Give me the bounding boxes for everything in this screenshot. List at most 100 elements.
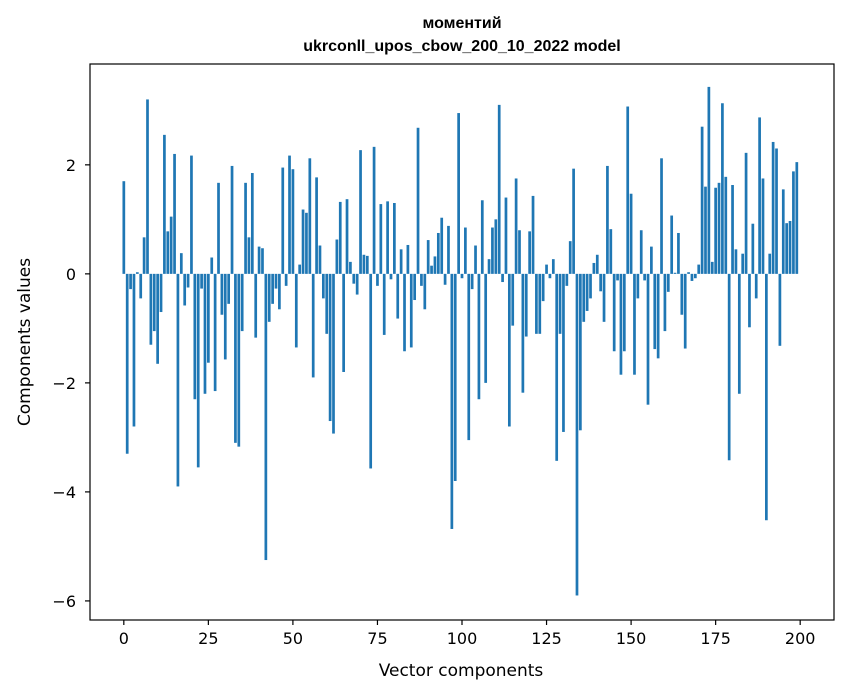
bar-component-167 (687, 272, 690, 274)
bar-component-81 (396, 273, 400, 319)
bar-component-98 (453, 273, 457, 481)
bar-component-33 (234, 273, 237, 443)
bar-component-69 (355, 273, 359, 295)
bar-component-188 (758, 117, 761, 274)
bar-component-43 (267, 273, 271, 322)
bar-component-2 (129, 273, 132, 290)
bar-component-153 (639, 230, 643, 274)
bar-component-184 (744, 152, 748, 274)
bar-component-145 (612, 273, 616, 352)
bar-component-38 (250, 173, 254, 274)
y-tick-label: 0 (66, 265, 76, 284)
bar-component-120 (528, 231, 531, 274)
bar-component-13 (166, 231, 170, 274)
bar-component-57 (315, 177, 318, 274)
y-tick-label: −2 (52, 374, 76, 393)
bar-component-82 (399, 249, 403, 274)
bar-component-51 (294, 273, 298, 348)
bar-component-70 (359, 150, 362, 274)
bar-component-198 (792, 171, 795, 274)
bar-component-152 (636, 273, 640, 299)
bar-component-85 (409, 273, 413, 348)
bar-component-65 (342, 273, 345, 372)
bar-component-52 (298, 264, 302, 274)
bar-component-173 (707, 86, 711, 274)
bar-component-83 (403, 273, 406, 352)
bar-component-132 (568, 241, 572, 274)
bar-component-136 (582, 273, 586, 322)
bar-component-25 (207, 273, 210, 363)
bar-component-187 (754, 273, 758, 299)
bar-component-125 (545, 264, 548, 274)
bar-component-8 (149, 273, 153, 345)
bar-component-10 (156, 273, 159, 364)
bar-component-32 (230, 165, 234, 274)
bar-component-100 (460, 273, 464, 279)
bar-component-158 (656, 273, 660, 359)
x-axis-label: Vector components (379, 661, 544, 681)
x-tick-label: 75 (367, 629, 387, 648)
bar-component-126 (548, 273, 552, 279)
bar-component-175 (714, 187, 717, 274)
bar-component-113 (504, 197, 508, 274)
bar-component-15 (173, 153, 176, 274)
bar-component-161 (666, 273, 670, 292)
bar-component-29 (220, 273, 224, 315)
bar-component-12 (163, 134, 166, 274)
bar-component-91 (430, 265, 433, 274)
bar-component-163 (673, 272, 677, 274)
bar-component-137 (585, 273, 589, 311)
bar-component-16 (176, 273, 180, 487)
bar-component-194 (778, 273, 782, 346)
bar-component-24 (203, 273, 207, 394)
bar-component-76 (379, 204, 383, 274)
bar-component-41 (261, 248, 264, 274)
bar-component-102 (467, 273, 471, 441)
bar-component-42 (264, 273, 268, 561)
x-tick-label: 200 (785, 629, 816, 648)
bar-component-20 (190, 155, 193, 274)
y-axis-label: Components values (15, 258, 35, 426)
x-tick-label: 150 (616, 629, 647, 648)
bar-component-186 (751, 223, 755, 274)
bar-component-75 (376, 273, 379, 286)
bar-component-1 (125, 273, 129, 454)
bar-component-0 (122, 181, 126, 274)
bar-component-47 (281, 167, 285, 274)
bar-component-116 (514, 178, 518, 274)
bar-component-183 (741, 253, 745, 274)
bar-component-9 (152, 273, 156, 332)
bar-component-127 (551, 259, 555, 274)
bar-component-17 (179, 253, 183, 274)
bar-component-130 (562, 273, 565, 432)
bar-component-62 (332, 273, 335, 434)
bar-component-21 (193, 273, 197, 400)
bar-component-84 (406, 244, 410, 274)
bar-component-151 (633, 273, 636, 375)
bar-component-71 (362, 254, 366, 274)
bar-component-138 (589, 273, 592, 299)
bar-component-60 (325, 273, 329, 334)
bar-component-149 (626, 106, 630, 274)
bar-component-80 (393, 203, 396, 274)
bar-component-39 (254, 273, 258, 338)
bar-component-133 (572, 168, 575, 274)
bar-component-199 (795, 162, 799, 274)
bar-component-180 (731, 185, 734, 274)
bar-component-92 (433, 256, 437, 274)
bar-component-171 (700, 126, 704, 274)
bar-component-99 (457, 113, 460, 274)
bar-component-110 (494, 219, 498, 274)
bar-component-144 (609, 229, 613, 274)
chart-subtitle: ukrconll_upos_cbow_200_10_2022 model (303, 38, 620, 55)
bar-component-58 (318, 245, 322, 274)
bar-component-59 (321, 273, 325, 299)
bar-component-115 (511, 273, 515, 326)
bar-component-191 (768, 253, 772, 274)
x-tick-label: 175 (700, 629, 731, 648)
x-tick-label: 25 (198, 629, 218, 648)
x-tick-label: 100 (447, 629, 478, 648)
bar-component-88 (420, 273, 423, 286)
bar-component-46 (278, 273, 281, 310)
bar-component-63 (335, 239, 339, 274)
